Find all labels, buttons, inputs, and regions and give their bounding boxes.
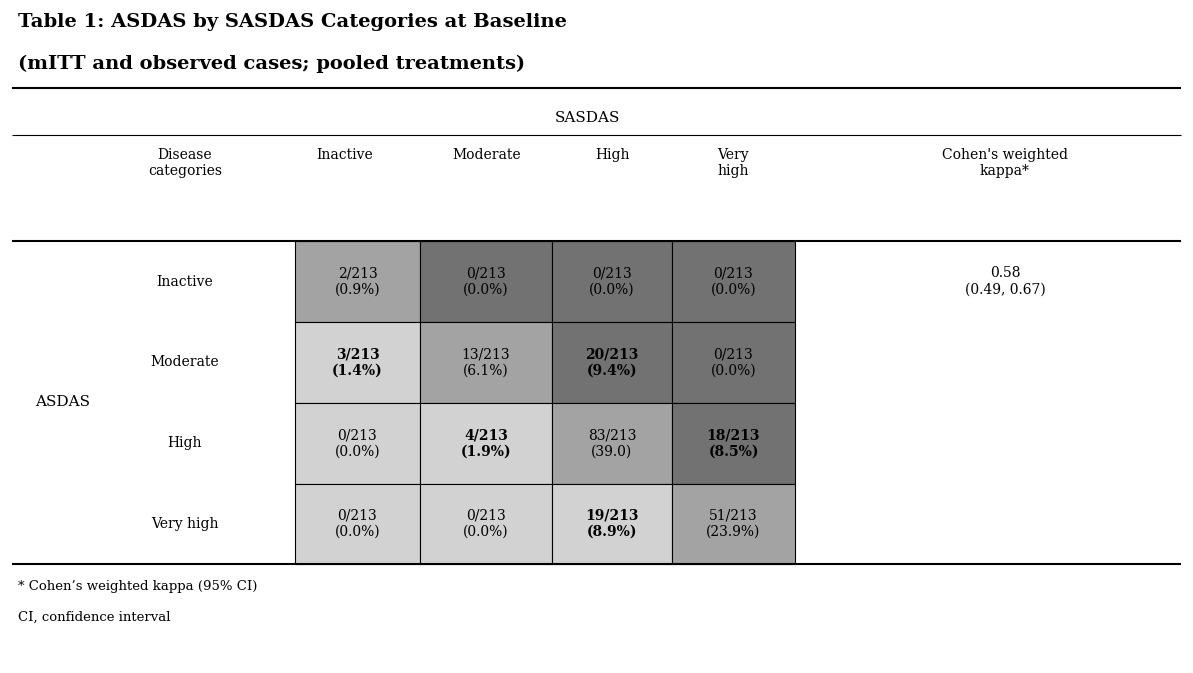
Text: 20/213
(9.4%): 20/213 (9.4%) xyxy=(586,347,638,378)
Text: 0/213
(0.0%): 0/213 (0.0%) xyxy=(463,267,508,297)
Text: Inactive: Inactive xyxy=(156,275,214,289)
Text: 0/213
(0.0%): 0/213 (0.0%) xyxy=(711,347,756,378)
Text: (mITT and observed cases; pooled treatments): (mITT and observed cases; pooled treatme… xyxy=(18,55,525,73)
Bar xyxy=(672,484,795,564)
Text: High: High xyxy=(595,148,630,162)
Bar xyxy=(295,322,420,403)
Text: Moderate: Moderate xyxy=(452,148,521,162)
Text: 0/213
(0.0%): 0/213 (0.0%) xyxy=(335,429,381,458)
Text: * Cohen’s weighted kappa (95% CI): * Cohen’s weighted kappa (95% CI) xyxy=(18,580,258,593)
Text: 19/213
(8.9%): 19/213 (8.9%) xyxy=(586,509,638,539)
Bar xyxy=(552,403,672,484)
Text: 83/213
(39.0): 83/213 (39.0) xyxy=(588,429,636,458)
Bar xyxy=(672,241,795,322)
Text: 13/213
(6.1%): 13/213 (6.1%) xyxy=(462,347,511,378)
Text: Very high: Very high xyxy=(152,517,218,531)
Bar xyxy=(552,241,672,322)
Bar xyxy=(420,484,552,564)
Text: 51/213
(23.9%): 51/213 (23.9%) xyxy=(706,509,761,539)
Bar xyxy=(420,403,552,484)
Text: SASDAS: SASDAS xyxy=(555,111,619,125)
Text: 3/213
(1.4%): 3/213 (1.4%) xyxy=(332,347,383,378)
Bar xyxy=(295,484,420,564)
Bar xyxy=(295,241,420,322)
Bar xyxy=(295,403,420,484)
Text: CI, confidence interval: CI, confidence interval xyxy=(18,611,171,624)
Text: Disease
categories: Disease categories xyxy=(148,148,222,178)
Text: 0/213
(0.0%): 0/213 (0.0%) xyxy=(711,267,756,297)
Text: 0/213
(0.0%): 0/213 (0.0%) xyxy=(335,509,381,539)
Bar xyxy=(552,322,672,403)
Text: Cohen's weighted
kappa*: Cohen's weighted kappa* xyxy=(942,148,1068,178)
Bar xyxy=(672,403,795,484)
Text: ASDAS: ASDAS xyxy=(35,396,89,409)
Text: 0/213
(0.0%): 0/213 (0.0%) xyxy=(589,267,635,297)
Bar xyxy=(420,322,552,403)
Text: High: High xyxy=(168,437,203,450)
Text: 2/213
(0.9%): 2/213 (0.9%) xyxy=(335,267,381,297)
Text: 4/213
(1.9%): 4/213 (1.9%) xyxy=(460,429,512,458)
Text: 18/213
(8.5%): 18/213 (8.5%) xyxy=(706,429,760,458)
Text: Table 1: ASDAS by SASDAS Categories at Baseline: Table 1: ASDAS by SASDAS Categories at B… xyxy=(18,13,567,31)
Text: Very
high: Very high xyxy=(717,148,749,178)
Text: Inactive: Inactive xyxy=(316,148,373,162)
Bar xyxy=(672,322,795,403)
Bar xyxy=(552,484,672,564)
Text: 0/213
(0.0%): 0/213 (0.0%) xyxy=(463,509,508,539)
Text: Moderate: Moderate xyxy=(150,355,220,369)
Text: 0.58
(0.49, 0.67): 0.58 (0.49, 0.67) xyxy=(965,267,1045,297)
Bar xyxy=(420,241,552,322)
